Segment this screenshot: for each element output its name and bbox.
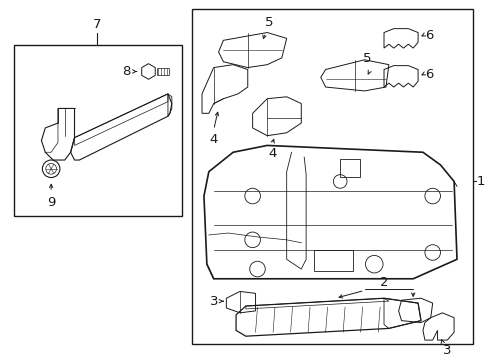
Text: 7: 7 [92, 18, 101, 31]
Text: 2: 2 [379, 275, 387, 288]
Bar [14, 45, 181, 216]
Text: 9: 9 [47, 196, 55, 209]
Text: 3: 3 [210, 295, 218, 308]
Text: 6: 6 [424, 68, 432, 81]
Text: 6: 6 [424, 29, 432, 42]
Bar [313, 249, 352, 271]
Text: 3: 3 [442, 344, 450, 357]
Text: 1: 1 [475, 175, 484, 188]
Text: 5: 5 [362, 51, 370, 65]
Bar [157, 68, 168, 75]
Text: 5: 5 [264, 15, 273, 29]
Text: 4: 4 [209, 133, 218, 146]
Bar [192, 9, 471, 344]
Text: 8: 8 [122, 65, 131, 78]
Bar [340, 159, 359, 177]
Text: 4: 4 [267, 147, 276, 161]
